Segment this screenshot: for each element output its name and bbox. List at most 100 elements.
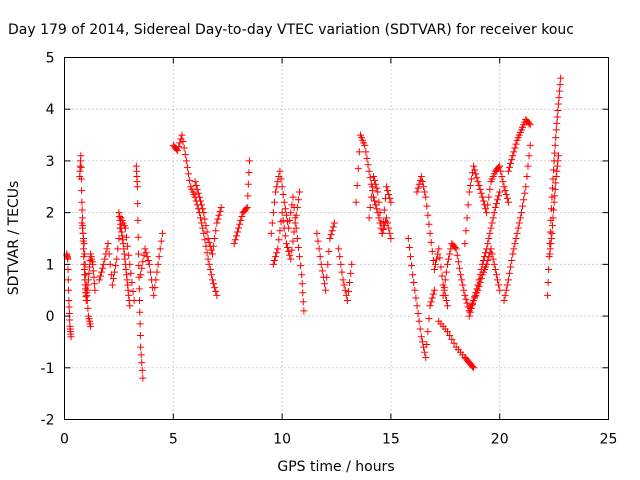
data-point xyxy=(387,198,395,206)
data-point xyxy=(492,271,500,279)
data-point xyxy=(242,205,250,213)
data-point xyxy=(442,297,450,305)
data-point xyxy=(233,228,241,236)
data-point xyxy=(415,317,423,325)
data-point xyxy=(371,176,379,184)
data-point xyxy=(124,242,132,250)
y-tick-label: -1 xyxy=(41,361,55,377)
data-point xyxy=(89,267,97,275)
data-point xyxy=(175,143,183,151)
data-point xyxy=(523,172,531,180)
data-point xyxy=(361,141,369,149)
data-point xyxy=(119,236,127,244)
data-point xyxy=(78,187,86,195)
data-point xyxy=(494,276,502,284)
data-point xyxy=(483,209,491,217)
data-point xyxy=(118,228,126,236)
data-point xyxy=(471,166,479,174)
data-point xyxy=(347,269,355,277)
data-point xyxy=(90,273,98,281)
data-point xyxy=(134,200,142,208)
data-point xyxy=(496,162,504,170)
x-tick-label: 10 xyxy=(273,432,291,448)
data-point xyxy=(495,192,503,200)
data-point xyxy=(525,152,533,160)
data-point xyxy=(202,222,210,230)
data-point xyxy=(78,198,86,206)
data-point xyxy=(416,325,424,333)
data-point xyxy=(176,139,184,147)
data-point xyxy=(549,214,557,222)
data-point xyxy=(298,271,306,279)
data-point xyxy=(280,224,288,232)
y-tick-label: 3 xyxy=(46,154,55,170)
data-point xyxy=(272,188,280,196)
data-point xyxy=(85,269,93,277)
data-point xyxy=(504,167,512,175)
data-point xyxy=(287,255,295,263)
data-point xyxy=(548,222,556,230)
data-point xyxy=(509,250,517,258)
data-point xyxy=(373,205,381,213)
data-point xyxy=(482,205,490,213)
data-point xyxy=(486,229,494,237)
data-point xyxy=(291,219,299,227)
data-point xyxy=(136,320,144,328)
data-point xyxy=(155,253,163,261)
data-point xyxy=(213,291,221,299)
data-point xyxy=(197,214,204,222)
data-point xyxy=(424,328,432,336)
data-point xyxy=(203,228,211,236)
data-point xyxy=(378,229,386,237)
data-point xyxy=(108,281,116,289)
data-point xyxy=(451,244,459,252)
data-point xyxy=(476,185,484,193)
plot-frame xyxy=(64,57,609,420)
data-point xyxy=(78,214,86,222)
data-point xyxy=(554,107,562,115)
data-point xyxy=(491,266,499,274)
data-point xyxy=(363,154,371,162)
data-point xyxy=(497,167,505,175)
data-point xyxy=(324,260,332,268)
data-point xyxy=(317,260,325,268)
data-point xyxy=(215,211,223,219)
data-point xyxy=(83,289,91,297)
data-point xyxy=(195,193,203,201)
data-point xyxy=(458,276,466,284)
data-point xyxy=(293,203,301,211)
data-point xyxy=(326,235,334,242)
data-point xyxy=(138,264,146,272)
data-point xyxy=(550,166,558,174)
data-point xyxy=(321,280,329,288)
data-point xyxy=(371,197,379,205)
data-point xyxy=(426,229,434,237)
data-point xyxy=(208,250,216,258)
data-point xyxy=(200,229,208,237)
data-point xyxy=(181,150,189,158)
data-point xyxy=(430,266,438,274)
data-point xyxy=(207,246,215,254)
data-point xyxy=(185,170,193,178)
data-point xyxy=(134,233,142,241)
data-point xyxy=(503,194,511,202)
data-point xyxy=(287,209,295,217)
data-point xyxy=(501,291,509,299)
data-point xyxy=(216,207,224,215)
data-point xyxy=(64,266,72,274)
data-point xyxy=(125,251,133,259)
data-point xyxy=(64,276,72,284)
x-axis-ticks: 0 5 10 15 20 25 xyxy=(60,57,617,448)
data-point xyxy=(267,229,275,237)
data-point xyxy=(467,175,475,183)
data-point xyxy=(211,235,219,242)
data-point xyxy=(421,348,429,356)
data-point xyxy=(81,260,89,268)
data-point xyxy=(82,281,90,289)
data-point xyxy=(97,268,105,276)
data-point xyxy=(376,209,384,217)
data-point xyxy=(505,269,513,277)
data-point xyxy=(470,162,478,170)
data-point xyxy=(508,256,516,264)
